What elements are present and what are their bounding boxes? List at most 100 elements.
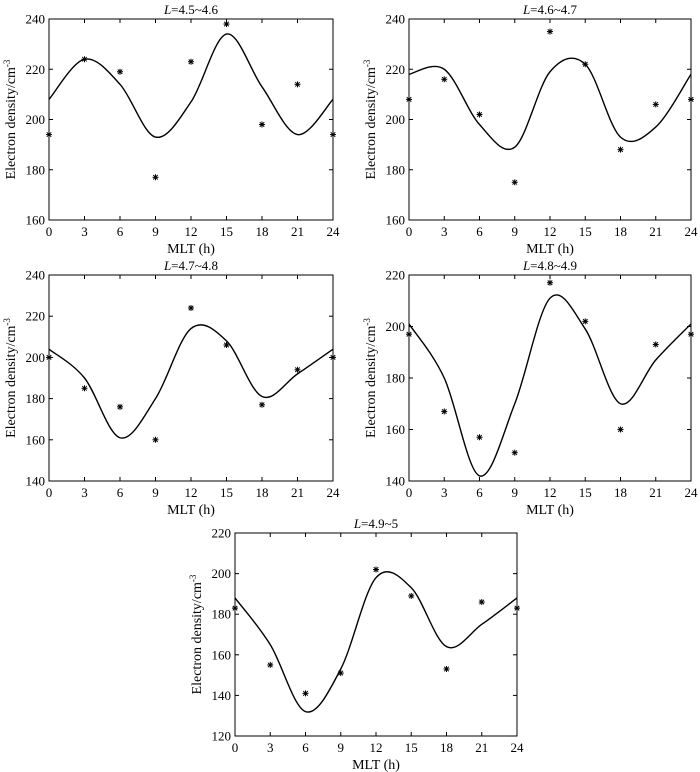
y-axis-label-main: Electron density/cm <box>190 582 205 694</box>
title-range: =4.6~4.7 <box>530 2 577 17</box>
data-point-stroke <box>152 174 159 180</box>
x-tick-label: 15 <box>220 485 233 500</box>
x-tick-label: 12 <box>185 485 198 500</box>
data-point <box>294 81 301 88</box>
data-point-stroke <box>294 367 301 373</box>
x-tick-label: 24 <box>327 224 341 239</box>
y-tick-label: 220 <box>26 309 46 324</box>
data-point-stroke <box>441 76 447 82</box>
data-point-stroke <box>330 131 336 138</box>
y-tick-label: 180 <box>386 162 406 177</box>
x-tick-label: 15 <box>579 224 592 239</box>
data-point-stroke <box>188 59 194 65</box>
data-point-stroke <box>582 61 588 67</box>
data-point <box>302 690 309 697</box>
data-point <box>188 58 194 65</box>
y-axis-label: Electron density/cm-3 <box>362 59 379 179</box>
y-axis-label: Electron density/cm-3 <box>2 318 19 438</box>
y-tick-label: 160 <box>26 213 46 228</box>
y-tick-label: 220 <box>386 268 406 283</box>
data-point-stroke <box>81 385 88 391</box>
y-axis-label-main: Electron density/cm <box>4 67 19 179</box>
fitted-curve <box>408 57 692 150</box>
x-tick-label: 6 <box>476 224 483 239</box>
data-point-stroke <box>443 666 450 672</box>
data-point-stroke <box>617 426 624 433</box>
x-tick-label: 3 <box>81 224 88 239</box>
data-point <box>478 599 485 606</box>
data-point <box>152 436 159 443</box>
data-point-stroke <box>688 96 694 103</box>
y-tick-label: 140 <box>386 474 406 489</box>
data-point <box>617 426 624 433</box>
data-point <box>441 408 448 415</box>
y-tick-label: 200 <box>386 112 406 127</box>
data-point-stroke <box>152 437 159 443</box>
data-point <box>223 342 230 349</box>
y-axis-label-main: Electron density/cm <box>364 325 379 437</box>
y-tick-label: 200 <box>26 350 46 365</box>
data-point <box>330 131 336 138</box>
data-point-stroke <box>188 305 194 311</box>
data-point-stroke <box>582 318 588 324</box>
x-tick-label: 21 <box>291 485 304 500</box>
y-tick-label: 200 <box>212 566 232 581</box>
x-tick-label: 6 <box>476 485 483 500</box>
x-tick-label: 18 <box>256 485 269 500</box>
y-axis-label: Electron density/cm-3 <box>362 318 379 438</box>
x-tick-label: 24 <box>511 740 525 755</box>
title-variable: L <box>522 258 530 273</box>
data-point <box>46 354 52 361</box>
data-point <box>408 592 415 599</box>
y-tick-label: 160 <box>26 432 46 447</box>
chart-title: L=4.9~5 <box>353 516 398 531</box>
data-point <box>511 449 518 456</box>
x-tick-label: 6 <box>302 740 309 755</box>
data-point-stroke <box>46 131 52 138</box>
data-point-stroke <box>302 690 309 696</box>
y-tick-label: 200 <box>26 112 46 127</box>
data-point <box>232 605 238 612</box>
data-point-stroke <box>338 670 344 676</box>
data-point <box>511 179 518 186</box>
x-tick-label: 0 <box>46 485 53 500</box>
data-point-stroke <box>81 56 88 62</box>
y-tick-label: 180 <box>386 371 406 386</box>
y-tick-label: 180 <box>26 391 46 406</box>
chart-title: L=4.8~4.9 <box>522 258 577 273</box>
x-tick-label: 6 <box>117 224 124 239</box>
data-point <box>46 131 52 138</box>
x-tick-label: 15 <box>579 485 592 500</box>
title-variable: L <box>353 516 361 531</box>
axes-frame <box>408 18 692 221</box>
data-point <box>652 341 659 348</box>
data-point-stroke <box>259 402 265 408</box>
data-point-stroke <box>547 28 553 35</box>
y-axis-label-superscript: -3 <box>362 318 372 326</box>
y-axis-label-superscript: -3 <box>2 318 12 326</box>
y-tick-label: 140 <box>212 688 232 703</box>
data-point-stroke <box>232 605 238 611</box>
chart-panel-1: 0 3 6 9 12 15 18 21 24 160 180 200 220 240 L=4.5~4.6 ML… <box>2 2 340 257</box>
axes-frame <box>408 274 692 482</box>
x-tick-label: 21 <box>649 485 662 500</box>
x-tick-label: 3 <box>441 224 448 239</box>
data-point-stroke <box>512 179 518 185</box>
data-point <box>337 670 344 677</box>
y-axis-label-superscript: -3 <box>188 574 198 582</box>
x-tick-label: 18 <box>440 740 453 755</box>
data-point <box>688 96 694 103</box>
x-tick-label: 9 <box>338 740 345 755</box>
data-point <box>406 96 412 103</box>
data-point-stroke <box>688 331 694 337</box>
data-point <box>81 385 88 392</box>
x-axis-label: MLT (h) <box>167 242 215 257</box>
data-point <box>547 279 553 286</box>
data-point <box>81 56 88 63</box>
data-point <box>294 366 301 373</box>
data-point <box>406 331 412 338</box>
data-point <box>441 76 448 83</box>
y-tick-label: 240 <box>386 12 406 27</box>
data-point-stroke <box>267 662 273 668</box>
